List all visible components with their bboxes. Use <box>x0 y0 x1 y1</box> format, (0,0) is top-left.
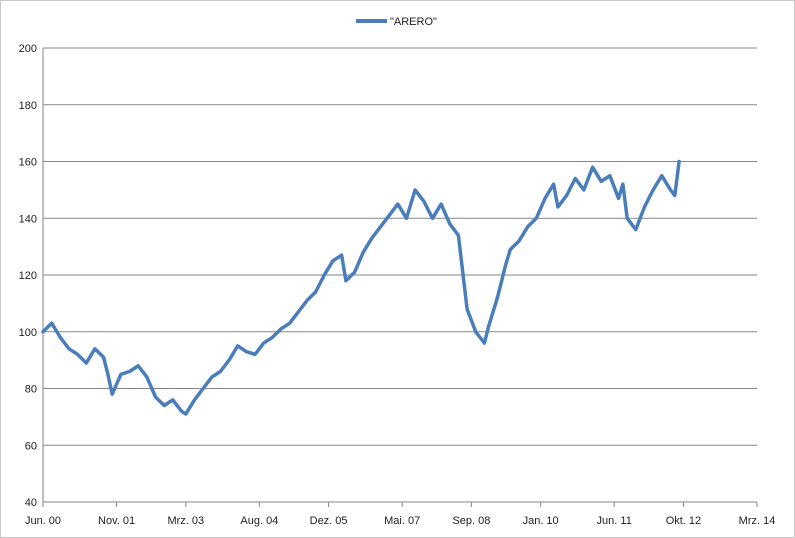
legend-label: "ARERO" <box>390 16 437 28</box>
x-tick-label: Mai. 07 <box>384 515 420 527</box>
x-tick-label: Mrz. 03 <box>167 515 204 527</box>
y-tick-label: 80 <box>25 384 37 396</box>
y-tick-label: 120 <box>19 270 37 282</box>
x-tick-label: Aug. 04 <box>240 515 278 527</box>
x-tick-label: Jun. 00 <box>25 515 61 527</box>
gridlines <box>43 47 757 503</box>
y-tick-label: 60 <box>25 440 37 452</box>
legend: "ARERO" <box>356 16 437 28</box>
y-tick-label: 40 <box>25 497 37 509</box>
axes <box>42 48 758 507</box>
x-tick-label: Sep. 08 <box>452 515 490 527</box>
y-axis-tick-labels: 40 60 80 100 120 140 160 180 200 <box>19 43 37 509</box>
y-tick-label: 140 <box>19 213 37 225</box>
x-tick-label: Jun. 11 <box>597 515 632 527</box>
series-line-0 <box>41 159 681 416</box>
y-tick-label: 180 <box>19 100 37 112</box>
series-lines <box>41 159 681 416</box>
x-tick-label: Jan. 10 <box>523 515 559 527</box>
x-tick-label: Dez. 05 <box>310 515 348 527</box>
x-tick-label: Nov. 01 <box>98 515 135 527</box>
x-tick-label: Mrz. 14 <box>739 515 776 527</box>
x-axis-tick-labels: Jun. 00 Nov. 01 Mrz. 03 Aug. 04 Dez. 05 Mai. … <box>25 515 775 527</box>
x-tick-label: Okt. 12 <box>666 515 701 527</box>
y-tick-label: 200 <box>19 43 37 55</box>
y-tick-label: 160 <box>19 157 37 169</box>
y-tick-label: 100 <box>19 327 37 339</box>
